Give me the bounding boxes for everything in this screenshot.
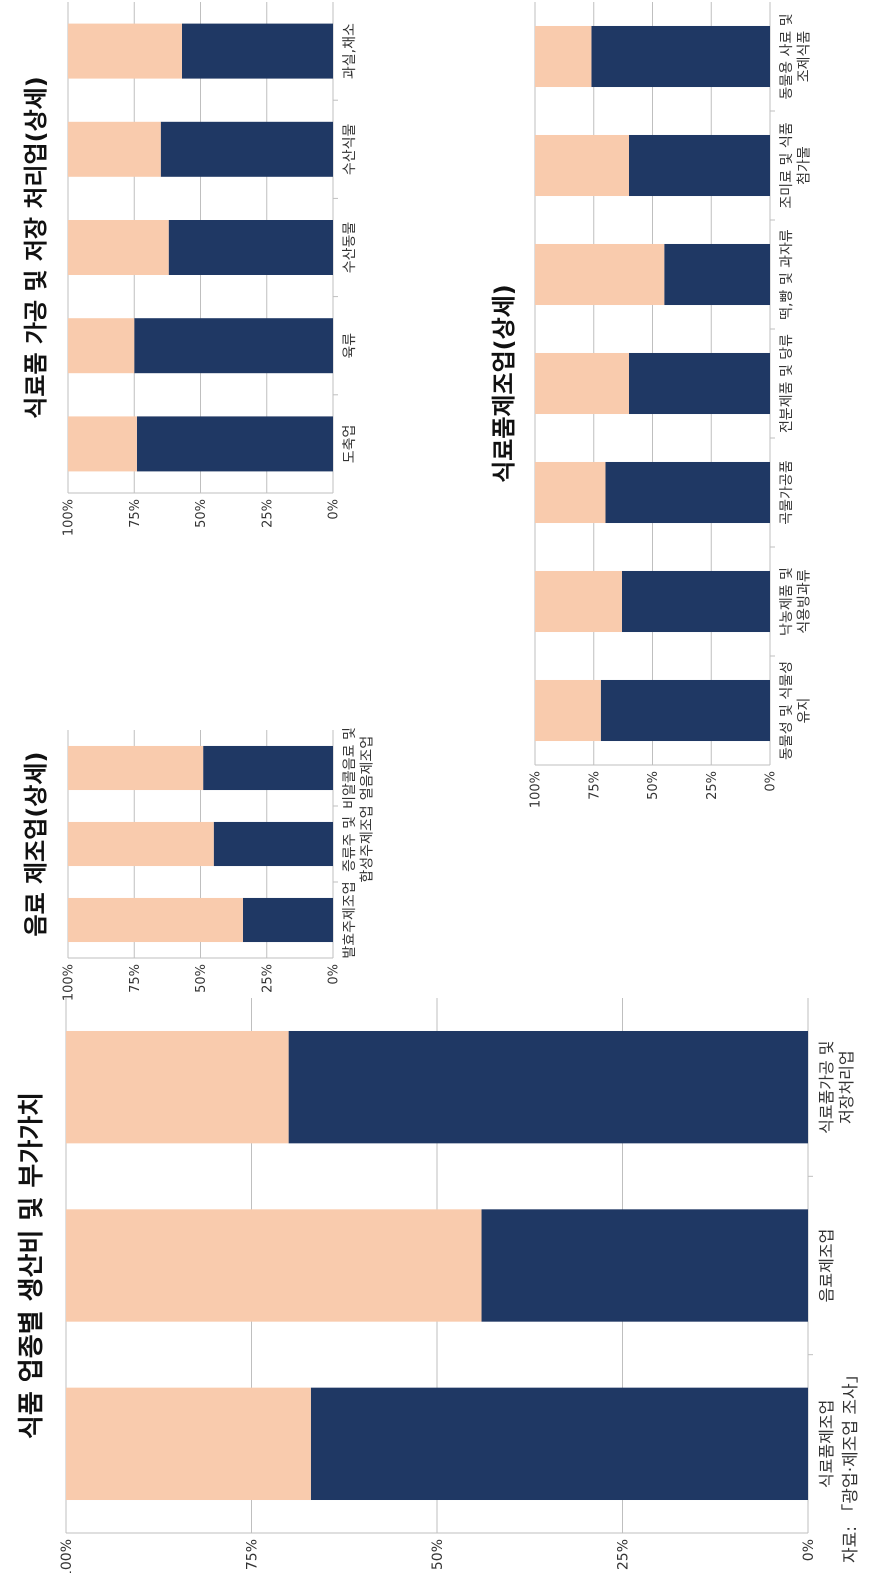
bar-segment-value-added xyxy=(535,461,606,524)
bar-segment-production-cost xyxy=(160,121,333,177)
y-tick-label: 0% xyxy=(327,499,342,520)
category-label: 도축업 xyxy=(342,425,358,464)
bar-segment-value-added xyxy=(535,679,601,742)
category-label: 동물성 및 식물성 xyxy=(779,661,795,760)
y-tick-label: 75% xyxy=(587,771,602,800)
y-tick-label: 100% xyxy=(62,499,77,536)
bar-segment-production-cost xyxy=(621,570,771,633)
y-tick-label: 50% xyxy=(646,771,661,800)
y-tick-label: 50% xyxy=(194,499,209,528)
chart-processing-storage-detail: 식료품 가공 및 저장 처리업(상세) 0% 25% 50% 75% 100% 도축업 육류… xyxy=(22,2,358,536)
bar-segment-value-added xyxy=(66,1387,311,1501)
bar-segment-value-added xyxy=(68,220,169,275)
bar-segment-production-cost xyxy=(181,23,333,79)
bar-segment-value-added xyxy=(68,821,214,867)
bar-segment-production-cost xyxy=(136,416,333,472)
bar-segment-production-cost xyxy=(213,821,333,867)
y-tick-label: 50% xyxy=(194,964,209,993)
category-label: 과실,채소 xyxy=(342,23,358,79)
y-tick-label: 0% xyxy=(764,771,779,792)
chart-title: 식료품제조업(상세) xyxy=(490,284,518,483)
bar-segment-value-added xyxy=(68,745,204,791)
category-label: 떡,빵 및 과자류 xyxy=(779,229,795,320)
bar-segment-value-added xyxy=(535,25,592,88)
bar-segment-value-added xyxy=(68,897,243,943)
y-tick-label: 100% xyxy=(529,771,544,808)
y-tick-label: 0% xyxy=(327,964,342,985)
y-tick-label: 0% xyxy=(801,1539,817,1561)
y-tick-label: 25% xyxy=(705,771,720,800)
category-label: 조제식품 xyxy=(797,31,813,83)
category-label: 곡물가공품 xyxy=(779,460,795,525)
bar-segment-production-cost xyxy=(481,1209,808,1322)
bar-segment-value-added xyxy=(68,416,137,472)
bar-segment-production-cost xyxy=(664,243,770,306)
bar-segment-production-cost xyxy=(591,25,771,88)
bar-segment-production-cost xyxy=(168,220,333,275)
category-label: 유지 xyxy=(797,698,813,724)
bar-segment-value-added xyxy=(66,1030,289,1144)
category-label: 증류주 및 xyxy=(342,816,358,872)
chart-beverage-detail: 음료 제조업(상세) 0% 25% 50% 75% 100% 발효주제조업 증류주 및 합성주… xyxy=(22,727,376,1001)
y-tick-label: 25% xyxy=(260,499,275,528)
category-label: 식료품제조업 xyxy=(817,1400,836,1488)
bar-segment-value-added xyxy=(535,243,665,306)
bar-segment-value-added xyxy=(535,570,622,633)
bar-segment-production-cost xyxy=(288,1030,809,1144)
chart-food-manufacturing-detail: 식료품제조업(상세) 0% 25% 50% 75% 100% 동물성 및 식물성 유지 낙농제… xyxy=(490,2,813,808)
category-label: 수산식물 xyxy=(342,123,358,175)
bar-segment-value-added xyxy=(68,23,182,79)
bar-segment-production-cost xyxy=(203,745,333,791)
category-label: 발효주제조업 xyxy=(342,881,358,958)
bar-segment-production-cost xyxy=(242,897,333,943)
bar-segment-production-cost xyxy=(600,679,770,742)
y-tick-label: 75% xyxy=(244,1539,260,1570)
category-label: 전분제품 및 당류 xyxy=(779,334,795,433)
category-label: 동물용 사료 및 xyxy=(779,13,795,99)
category-label: 저장처리업 xyxy=(837,1050,856,1124)
bar-segment-production-cost xyxy=(629,134,770,197)
bar-segment-production-cost xyxy=(310,1387,808,1501)
y-tick-label: 100% xyxy=(59,1539,75,1573)
source-note: 자료: 「광업·제조업 조사」 xyxy=(841,1366,861,1563)
category-label: 낙농제품 및 xyxy=(779,567,795,636)
y-tick-label: 50% xyxy=(430,1539,446,1570)
chart-title: 식료품 가공 및 저장 처리업(상세) xyxy=(22,76,50,418)
category-label: 비알콜음료 및 xyxy=(342,727,358,809)
bar-segment-value-added xyxy=(68,121,161,177)
bar-segment-value-added xyxy=(535,134,629,197)
category-label: 첨가물 xyxy=(797,146,813,185)
y-tick-label: 25% xyxy=(260,964,275,993)
category-label: 얼음제조업 xyxy=(360,736,376,800)
y-tick-label: 100% xyxy=(62,964,77,1001)
bar-segment-value-added xyxy=(66,1209,482,1322)
chart-total-by-industry: 식품 업종별 생산비 및 부가가치 0% 25% 50% 75% 100% 식료품제조업 음… xyxy=(17,998,856,1573)
y-tick-label: 25% xyxy=(615,1539,631,1570)
category-label: 육류 xyxy=(342,333,358,359)
bar-segment-production-cost xyxy=(629,352,770,415)
y-tick-label: 75% xyxy=(128,499,143,528)
bar-segment-value-added xyxy=(68,318,135,374)
category-label: 식료품가공 및 xyxy=(817,1040,836,1133)
category-label: 합성주제조업 xyxy=(360,805,376,882)
y-tick-label: 75% xyxy=(128,964,143,993)
category-label: 조미료 및 식품 xyxy=(779,122,795,208)
bar-segment-production-cost xyxy=(134,318,333,374)
category-label: 음료제조업 xyxy=(817,1229,836,1303)
category-label: 식용빙과류 xyxy=(797,569,813,634)
category-label: 수산동물 xyxy=(342,222,358,274)
chart-title: 음료 제조업(상세) xyxy=(22,752,50,937)
bar-segment-value-added xyxy=(535,352,629,415)
chart-title: 식품 업종별 생산비 및 부가가치 xyxy=(17,1092,47,1439)
bar-segment-production-cost xyxy=(605,461,770,524)
